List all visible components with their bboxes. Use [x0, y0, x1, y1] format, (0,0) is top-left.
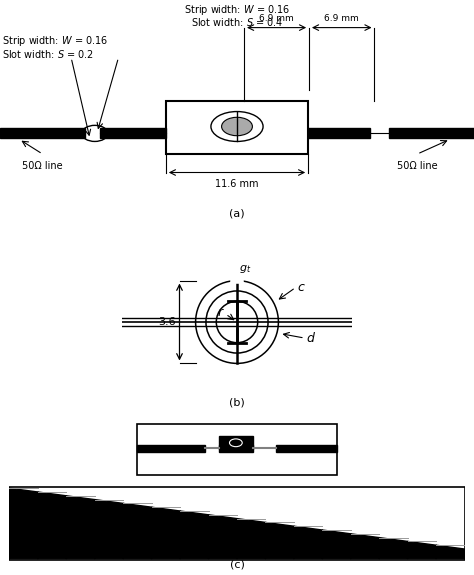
Bar [9, 487, 465, 560]
Text: 3.6: 3.6 [158, 317, 176, 327]
Bar [389, 128, 474, 139]
Bar [166, 101, 308, 154]
Text: Strip width: $W$ = 0.16: Strip width: $W$ = 0.16 [184, 3, 290, 17]
Text: $r$: $r$ [217, 306, 224, 319]
Text: Strip width: $W$ = 0.16: Strip width: $W$ = 0.16 [2, 34, 109, 48]
Polygon shape [152, 507, 180, 559]
Text: $g_t$: $g_t$ [239, 263, 252, 275]
Bar [100, 128, 166, 139]
Polygon shape [209, 515, 237, 559]
Text: Slot width: $S$ = 0.4: Slot width: $S$ = 0.4 [191, 16, 283, 28]
Bar [219, 444, 253, 452]
Polygon shape [379, 538, 408, 559]
Polygon shape [294, 526, 322, 559]
Polygon shape [408, 542, 436, 559]
Text: (c): (c) [229, 559, 245, 570]
Text: $d$: $d$ [306, 331, 316, 345]
Bar [137, 424, 337, 475]
Polygon shape [180, 511, 209, 559]
Text: (a): (a) [229, 209, 245, 218]
Bar [137, 444, 205, 452]
Polygon shape [265, 523, 294, 559]
Ellipse shape [222, 117, 252, 136]
Bar [0, 128, 85, 139]
Text: Slot width: $S$ = 0.2: Slot width: $S$ = 0.2 [2, 48, 94, 60]
Text: 50Ω line: 50Ω line [22, 161, 63, 171]
Bar [219, 436, 253, 450]
Polygon shape [66, 496, 95, 559]
Bar [308, 128, 370, 139]
Polygon shape [38, 492, 66, 559]
Bar [276, 444, 337, 452]
Text: 6.9 mm: 6.9 mm [259, 14, 294, 23]
Text: 6.9 mm: 6.9 mm [324, 14, 359, 23]
Polygon shape [436, 545, 465, 559]
Polygon shape [95, 500, 123, 559]
Polygon shape [322, 530, 351, 559]
Text: 50Ω line: 50Ω line [397, 161, 438, 171]
Polygon shape [237, 519, 265, 559]
Text: $c$: $c$ [297, 281, 306, 294]
Text: 11.6 mm: 11.6 mm [215, 179, 259, 189]
Polygon shape [351, 534, 379, 559]
Polygon shape [9, 488, 38, 559]
Polygon shape [123, 503, 152, 559]
Text: (b): (b) [229, 397, 245, 407]
